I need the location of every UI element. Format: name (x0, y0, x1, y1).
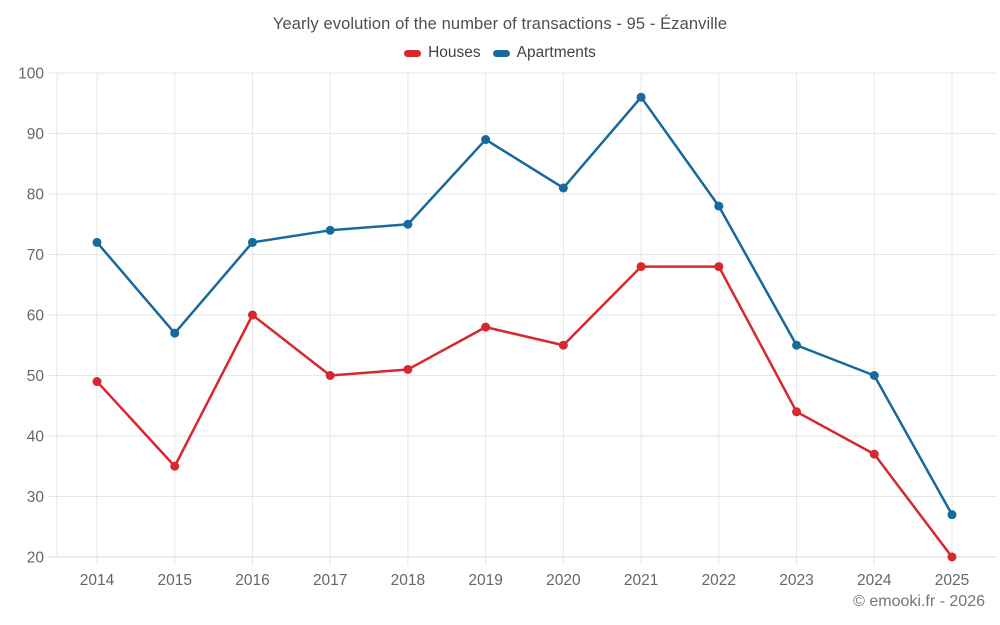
houses-point-2024[interactable] (869, 449, 879, 459)
x-tick-label: 2022 (702, 572, 736, 589)
apartments-point-2017[interactable] (325, 225, 335, 235)
y-tick-label: 30 (27, 489, 45, 506)
x-tick-label: 2019 (468, 572, 502, 589)
apartments-point-2015[interactable] (170, 328, 180, 338)
y-tick-label: 20 (27, 550, 45, 567)
x-tick-label: 2016 (235, 572, 269, 589)
y-tick-label: 80 (27, 187, 45, 204)
houses-point-2015[interactable] (170, 461, 180, 471)
houses-line (95, 265, 954, 559)
legend-item-houses[interactable]: Houses (404, 44, 481, 62)
legend: Houses Apartments (0, 44, 1000, 62)
houses-point-2016[interactable] (247, 310, 257, 320)
apartments-line (95, 95, 954, 516)
x-tick-label: 2017 (313, 572, 347, 589)
legend-label-houses: Houses (428, 44, 481, 61)
y-tick-label: 60 (27, 308, 45, 325)
series-houses[interactable] (92, 262, 957, 562)
apartments-point-2024[interactable] (869, 371, 879, 380)
apartments-swatch-icon (492, 49, 510, 57)
houses-point-2025[interactable] (947, 552, 957, 562)
y-tick-label: 50 (27, 368, 45, 385)
x-tick-label: 2023 (779, 572, 813, 589)
houses-point-2021[interactable] (636, 262, 646, 272)
y-tick-label: 100 (18, 66, 44, 83)
apartments-point-2019[interactable] (481, 135, 491, 145)
houses-point-2020[interactable] (558, 340, 568, 350)
chart-title: Yearly evolution of the number of transa… (272, 15, 728, 33)
houses-point-2022[interactable] (714, 262, 724, 272)
x-tick-label: 2025 (935, 572, 969, 589)
apartments-point-2021[interactable] (636, 92, 646, 102)
copyright-credit: © emooki.fr - 2026 (853, 593, 985, 610)
x-tick-label: 2018 (391, 572, 425, 589)
apartments-point-2016[interactable] (247, 237, 257, 247)
x-tick-label: 2015 (157, 572, 191, 589)
gridlines (48, 72, 997, 565)
x-tick-label: 2024 (857, 572, 892, 589)
apartments-point-2022[interactable] (714, 201, 724, 211)
legend-label-apartments: Apartments (516, 44, 596, 61)
series-apartments[interactable] (92, 92, 957, 520)
houses-point-2023[interactable] (792, 407, 802, 417)
y-tick-label: 40 (27, 429, 45, 446)
x-axis-labels: 2014 2015 2016 2017 2018 2019 2020 2021 2022 2023… (80, 572, 969, 589)
y-tick-label: 90 (27, 126, 45, 143)
y-axis-labels: 20 30 40 50 60 70 80 90 100 (18, 66, 44, 567)
x-tick-label: 2020 (546, 572, 581, 589)
houses-point-2018[interactable] (403, 364, 413, 374)
houses-point-2014[interactable] (92, 377, 102, 387)
houses-swatch-icon (404, 49, 422, 57)
apartments-point-2018[interactable] (403, 219, 413, 229)
y-tick-label: 70 (27, 247, 45, 264)
apartments-point-2020[interactable] (558, 183, 568, 193)
legend-item-apartments[interactable]: Apartments (492, 44, 596, 62)
x-tick-label: 2014 (80, 572, 115, 589)
houses-point-2019[interactable] (481, 322, 491, 332)
apartments-point-2023[interactable] (792, 340, 802, 350)
houses-point-2017[interactable] (325, 371, 335, 380)
apartments-point-2025[interactable] (947, 510, 957, 520)
x-tick-label: 2021 (624, 572, 658, 589)
apartments-point-2014[interactable] (92, 237, 102, 247)
